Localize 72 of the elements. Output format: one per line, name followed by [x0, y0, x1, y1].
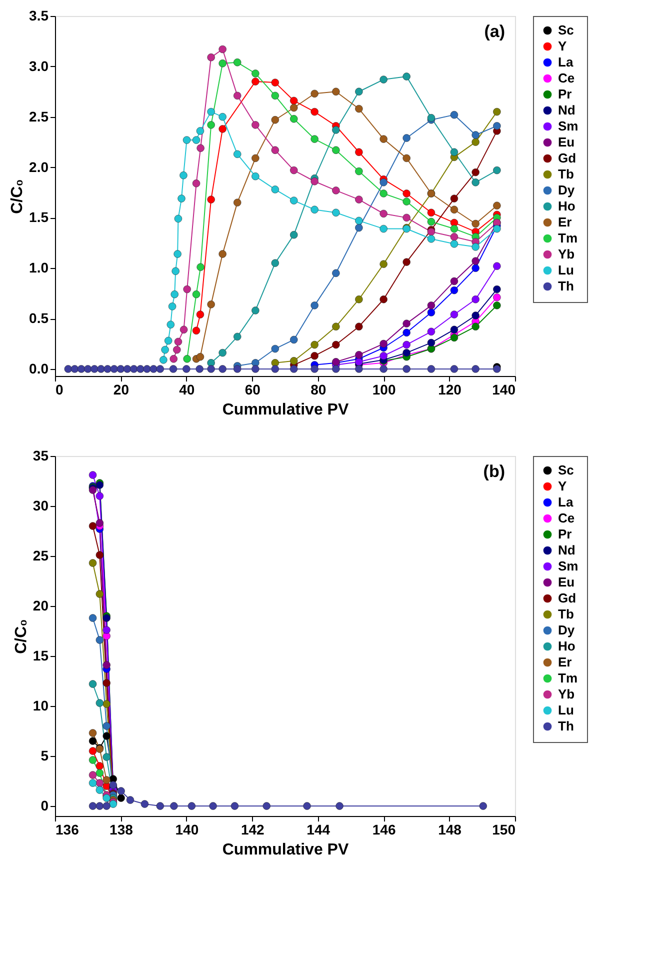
legend-label: Sc [558, 22, 574, 38]
x-tick-label: 140 [492, 382, 516, 398]
x-tick-label: 146 [372, 822, 396, 838]
x-tick-label: 0 [56, 382, 64, 398]
x-tick-label: 80 [310, 382, 326, 398]
x-tick-label: 60 [244, 382, 261, 398]
x-tick-label: 150 [492, 822, 516, 838]
x-tick-label: 120 [438, 382, 462, 398]
x-tick-label: 142 [240, 822, 265, 838]
legend-label: Sc [558, 462, 574, 478]
legend-label: Nd [558, 102, 576, 118]
legend-label: Ho [558, 198, 576, 214]
legend-label: Eu [558, 574, 575, 590]
legend-label: Dy [558, 182, 576, 198]
legend-label: Y [558, 38, 567, 54]
legend-label: Nd [558, 542, 576, 558]
legend-label: Tm [558, 670, 578, 686]
legend-label: Er [558, 654, 572, 670]
legend-label: Y [558, 478, 567, 494]
y-tick-label: 20 [32, 598, 49, 614]
y-tick-label: 1.5 [29, 209, 49, 226]
y-tick-label: 3.5 [29, 8, 49, 24]
legend-label: Ho [558, 638, 576, 654]
legend-label: Gd [558, 590, 576, 606]
legend-label: Pr [558, 86, 572, 102]
legend-label: Th [558, 278, 574, 294]
chart-title: (b) [483, 462, 505, 481]
legend-label: Th [558, 718, 574, 734]
y-tick-label: 0 [40, 798, 49, 814]
legend-label: Gd [558, 150, 576, 166]
x-axis-title: Cummulative PV [222, 402, 349, 418]
legend-label: Tb [558, 606, 574, 622]
y-tick-label: 3.0 [29, 58, 49, 74]
x-axis-title: Cummulative PV [222, 842, 349, 858]
x-tick-label: 144 [306, 822, 330, 838]
y-tick-label: 15 [32, 648, 49, 664]
x-tick-label: 20 [113, 382, 130, 398]
y-tick-label: 0.5 [29, 310, 49, 326]
x-tick-label: 138 [110, 822, 134, 838]
x-tick-label: 136 [56, 822, 80, 838]
y-tick-label: 25 [32, 548, 49, 564]
legend-label: Eu [558, 134, 575, 150]
legend-label: Ce [558, 510, 575, 526]
y-tick-label: 2.5 [29, 108, 49, 124]
legend-label: Tb [558, 166, 574, 182]
x-tick-label: 148 [438, 822, 462, 838]
x-tick-label: 100 [372, 382, 396, 398]
legend-label: Dy [558, 622, 576, 638]
legend-label: Ce [558, 70, 575, 86]
legend-label: Sm [558, 118, 578, 134]
legend-label: La [558, 494, 574, 510]
y-tick-label: 1.0 [29, 260, 49, 276]
y-tick-label: 35 [32, 448, 49, 464]
chart-title: (a) [484, 22, 505, 41]
legend-label: Pr [558, 526, 572, 542]
y-tick-label: 2.0 [29, 158, 49, 175]
x-tick-label: 40 [179, 382, 195, 398]
y-tick-label: 5 [40, 748, 49, 764]
x-tick-label: 140 [175, 822, 199, 838]
legend-label: La [558, 54, 574, 70]
legend-label: Yb [558, 246, 575, 262]
legend-label: Lu [558, 702, 574, 718]
y-axis-title: C/C₀ [9, 179, 26, 214]
legend-label: Lu [558, 262, 574, 278]
legend-label: Tm [558, 230, 578, 246]
y-tick-label: 30 [32, 498, 49, 514]
legend-label: Er [558, 214, 572, 230]
y-tick-label: 0.0 [29, 360, 49, 376]
y-axis-title: C/C₀ [12, 619, 30, 654]
y-tick-label: 10 [32, 698, 49, 714]
legend-label: Sm [558, 558, 578, 574]
legend-label: Yb [558, 686, 575, 702]
